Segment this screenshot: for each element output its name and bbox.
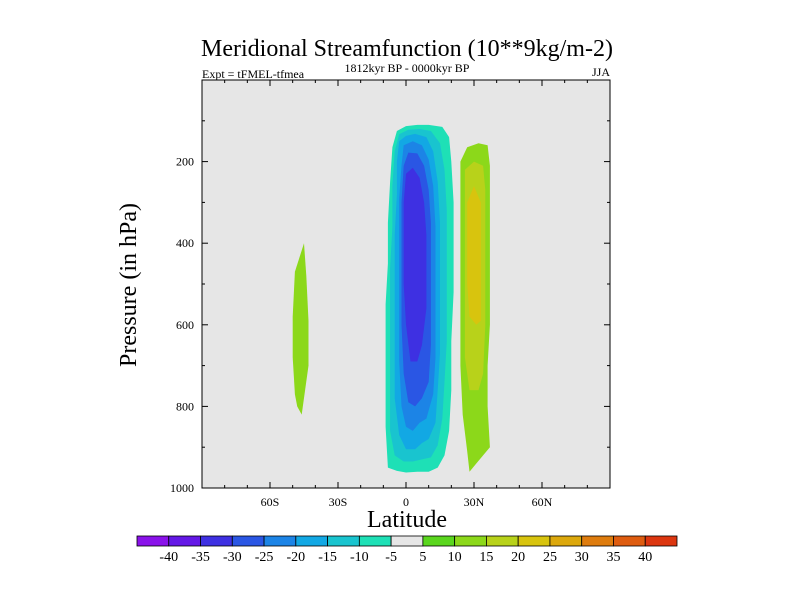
colorbar-swatch bbox=[136, 535, 170, 547]
colorbar-label: 15 bbox=[479, 550, 493, 565]
axis-ticks: 60S 30S 0 30N 60N 200 400 600 800 1000 bbox=[170, 80, 611, 509]
colorbar-swatch bbox=[327, 535, 360, 547]
chart-subtitle-right: JJA bbox=[592, 65, 610, 79]
colorbar-swatch bbox=[549, 535, 583, 547]
chart-subtitle-left: Expt = tFMEL-tfmea bbox=[202, 67, 305, 81]
x-tick-label: 60N bbox=[532, 495, 553, 509]
colorbar-label: 35 bbox=[606, 550, 620, 565]
colorbar-label: -40 bbox=[159, 550, 178, 565]
colorbar-swatch bbox=[263, 535, 297, 547]
colorbar-label: 40 bbox=[638, 550, 652, 565]
colorbar-swatch bbox=[581, 535, 614, 547]
contour-regions bbox=[292, 80, 490, 482]
contour-region-6 bbox=[467, 186, 481, 325]
colorbar-label: -30 bbox=[223, 550, 242, 565]
colorbar-label: -35 bbox=[191, 550, 210, 565]
y-tick-label: 1000 bbox=[170, 481, 194, 495]
y-tick-label: 200 bbox=[176, 155, 194, 169]
x-tick-label: 60S bbox=[261, 495, 280, 509]
y-axis-label: Pressure (in hPa) bbox=[116, 203, 142, 367]
colorbar-swatch bbox=[295, 535, 328, 547]
chart-subtitle-center: 1812kyr BP - 0000kyr BP bbox=[345, 61, 470, 75]
contour-region-0 bbox=[338, 133, 379, 480]
contour-region-12 bbox=[403, 167, 427, 362]
colorbar-label: -20 bbox=[286, 550, 305, 565]
colorbar-swatch bbox=[168, 535, 201, 547]
contour-region-4 bbox=[292, 243, 309, 415]
y-tick-label: 600 bbox=[176, 318, 194, 332]
chart-title: Meridional Streamfunction (10**9kg/m-2) bbox=[201, 36, 613, 62]
colorbar-label: -15 bbox=[318, 550, 337, 565]
colorbar-swatch bbox=[613, 535, 646, 547]
colorbar-swatch bbox=[422, 535, 456, 547]
colorbar-label: -5 bbox=[385, 550, 397, 565]
colorbar-label: -25 bbox=[255, 550, 274, 565]
x-tick-label: 30S bbox=[329, 495, 348, 509]
colorbar-label: 30 bbox=[575, 550, 589, 565]
colorbar-label: -10 bbox=[350, 550, 369, 565]
colorbar-swatch bbox=[231, 535, 265, 547]
x-tick-label: 0 bbox=[403, 495, 409, 509]
colorbar-label: 5 bbox=[419, 550, 426, 565]
colorbar-swatch bbox=[454, 535, 487, 547]
colorbar-label: 20 bbox=[511, 550, 525, 565]
x-tick-label: 30N bbox=[464, 495, 485, 509]
colorbar: -40 -35 -30 -25 -20 -15 -10 -5 5 10 15 20 25 30 35 40 bbox=[136, 535, 678, 565]
colorbar-swatch bbox=[200, 535, 233, 547]
colorbar-swatch bbox=[644, 535, 678, 547]
colorbar-swatch bbox=[390, 535, 424, 547]
colorbar-swatch bbox=[358, 535, 392, 547]
colorbar-swatch bbox=[486, 535, 519, 547]
x-axis-label: Latitude bbox=[367, 507, 447, 533]
colorbar-label: 10 bbox=[448, 550, 462, 565]
y-tick-label: 400 bbox=[176, 236, 194, 250]
y-tick-label: 800 bbox=[176, 399, 194, 413]
colorbar-label: 25 bbox=[543, 550, 557, 565]
colorbar-swatch bbox=[517, 535, 551, 547]
